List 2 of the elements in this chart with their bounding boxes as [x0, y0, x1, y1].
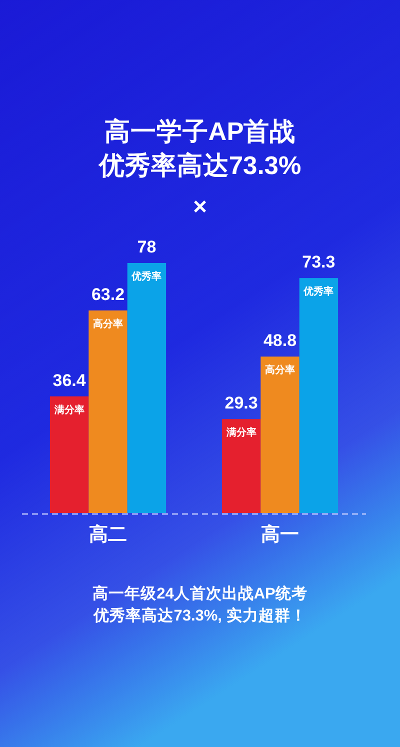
- title-line1: 优秀率高达73.3%: [98, 152, 302, 180]
- title-line0: 高一学子AP首战: [104, 118, 296, 146]
